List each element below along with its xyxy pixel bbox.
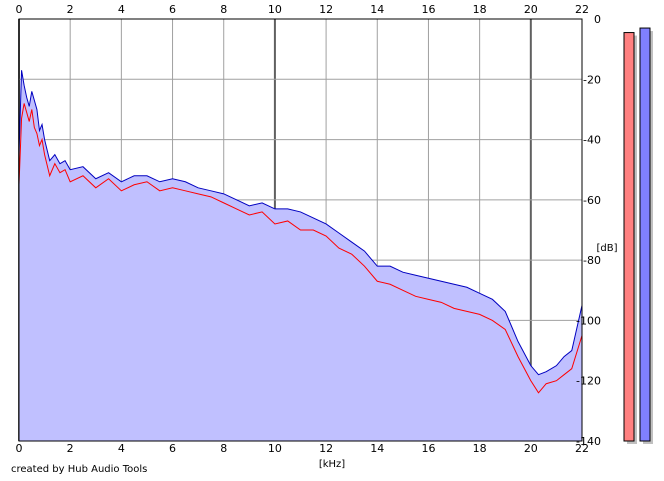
x-tick-label-top: 8 — [220, 3, 227, 16]
y-tick-label: -100 — [576, 314, 601, 327]
level-meter-right — [639, 27, 651, 442]
x-tick-label-bottom: 12 — [319, 442, 333, 455]
series-line-blue — [18, 70, 583, 376]
y-tick-label: -80 — [583, 254, 601, 267]
y-tick-label: -60 — [583, 194, 601, 207]
y-tick-label: -20 — [583, 73, 601, 86]
x-tick-label-top: 6 — [169, 3, 176, 16]
x-tick-label-top: 12 — [319, 3, 333, 16]
x-tick-label-bottom: 16 — [421, 442, 435, 455]
level-meter-left — [623, 32, 635, 442]
x-tick-label-bottom: 6 — [169, 442, 176, 455]
y-tick-label: -140 — [576, 435, 601, 448]
y-tick-label: -120 — [576, 375, 601, 388]
axis-ticks: 002244668810101212141416161818202022220-… — [16, 3, 602, 455]
spectrum-fill-area — [19, 70, 582, 441]
x-tick-label-bottom: 20 — [524, 442, 538, 455]
x-tick-label-top: 22 — [575, 3, 589, 16]
plot-frame — [18, 18, 583, 442]
x-tick-label-top: 10 — [268, 3, 282, 16]
x-tick-label-bottom: 8 — [220, 442, 227, 455]
x-tick-label-top: 0 — [16, 3, 23, 16]
level-meters — [623, 27, 653, 445]
x-tick-label-bottom: 2 — [67, 442, 74, 455]
x-tick-label-top: 4 — [118, 3, 125, 16]
x-axis-label: [kHz] — [319, 459, 345, 470]
x-tick-label-bottom: 14 — [370, 442, 384, 455]
x-tick-label-bottom: 0 — [16, 442, 23, 455]
y-tick-label: 0 — [594, 13, 601, 26]
x-tick-label-top: 20 — [524, 3, 538, 16]
x-tick-label-top: 14 — [370, 3, 384, 16]
series-line-red — [18, 103, 583, 394]
x-tick-label-bottom: 18 — [473, 442, 487, 455]
footer-credit: created by Hub Audio Tools — [11, 464, 147, 475]
x-tick-label-bottom: 10 — [268, 442, 282, 455]
y-axis-label: [dB] — [596, 243, 617, 254]
y-tick-label: -40 — [583, 134, 601, 147]
x-tick-label-top: 18 — [473, 3, 487, 16]
spectrum-series — [18, 70, 583, 394]
x-tick-label-bottom: 22 — [575, 442, 589, 455]
x-tick-label-bottom: 4 — [118, 442, 125, 455]
x-tick-label-top: 16 — [421, 3, 435, 16]
x-tick-label-top: 2 — [67, 3, 74, 16]
